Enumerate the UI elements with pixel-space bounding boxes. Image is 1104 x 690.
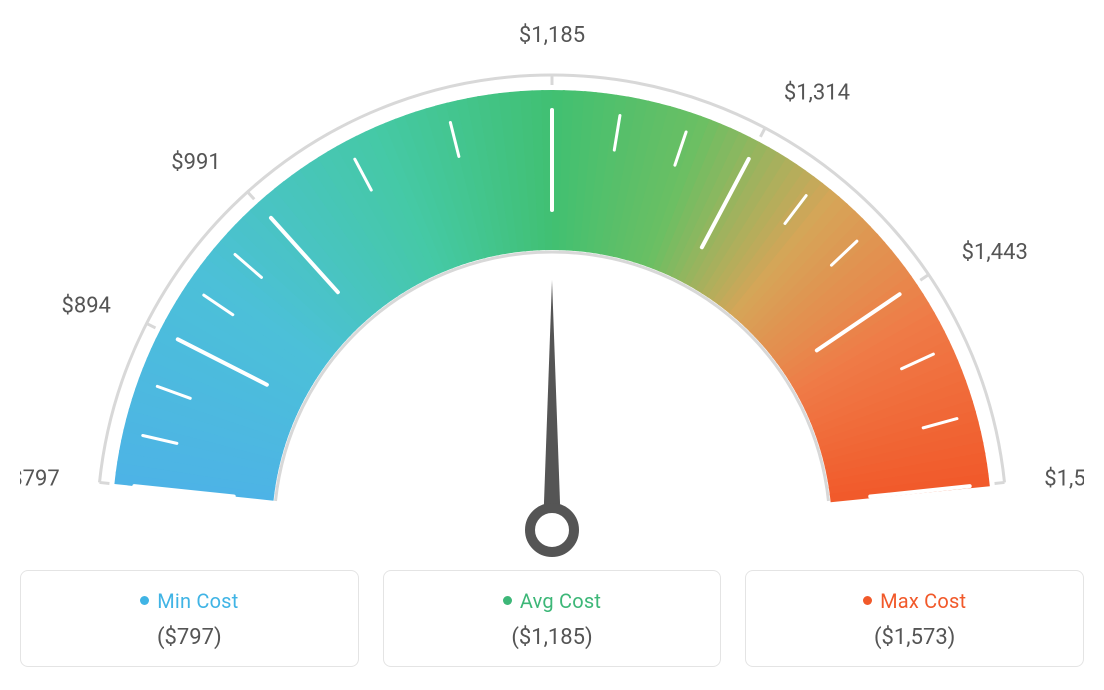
- legend-row: Min Cost ($797) Avg Cost ($1,185) Max Co…: [20, 570, 1084, 667]
- svg-text:$1,185: $1,185: [519, 23, 585, 48]
- legend-avg-value: ($1,185): [394, 625, 711, 650]
- legend-max-text: Max Cost: [880, 589, 966, 613]
- svg-text:$894: $894: [61, 293, 110, 318]
- legend-min-text: Min Cost: [157, 589, 238, 613]
- svg-text:$991: $991: [171, 150, 220, 175]
- legend-avg-card: Avg Cost ($1,185): [383, 570, 722, 667]
- svg-text:$1,314: $1,314: [784, 81, 850, 106]
- cost-gauge: $797 $894 $991 $1,185 $1,314 $1,443 $1,573: [20, 20, 1084, 560]
- legend-max-card: Max Cost ($1,573): [745, 570, 1084, 667]
- dot-icon: [863, 596, 872, 605]
- svg-text:$797: $797: [20, 466, 60, 491]
- legend-min-card: Min Cost ($797): [20, 570, 359, 667]
- dot-icon: [503, 596, 512, 605]
- legend-min-label: Min Cost: [31, 589, 348, 613]
- dot-icon: [140, 596, 149, 605]
- legend-avg-label: Avg Cost: [394, 589, 711, 613]
- svg-text:$1,443: $1,443: [962, 240, 1028, 265]
- legend-max-value: ($1,573): [756, 625, 1073, 650]
- legend-min-value: ($797): [31, 625, 348, 650]
- svg-text:$1,573: $1,573: [1044, 466, 1084, 491]
- legend-max-label: Max Cost: [756, 589, 1073, 613]
- legend-avg-text: Avg Cost: [520, 589, 601, 613]
